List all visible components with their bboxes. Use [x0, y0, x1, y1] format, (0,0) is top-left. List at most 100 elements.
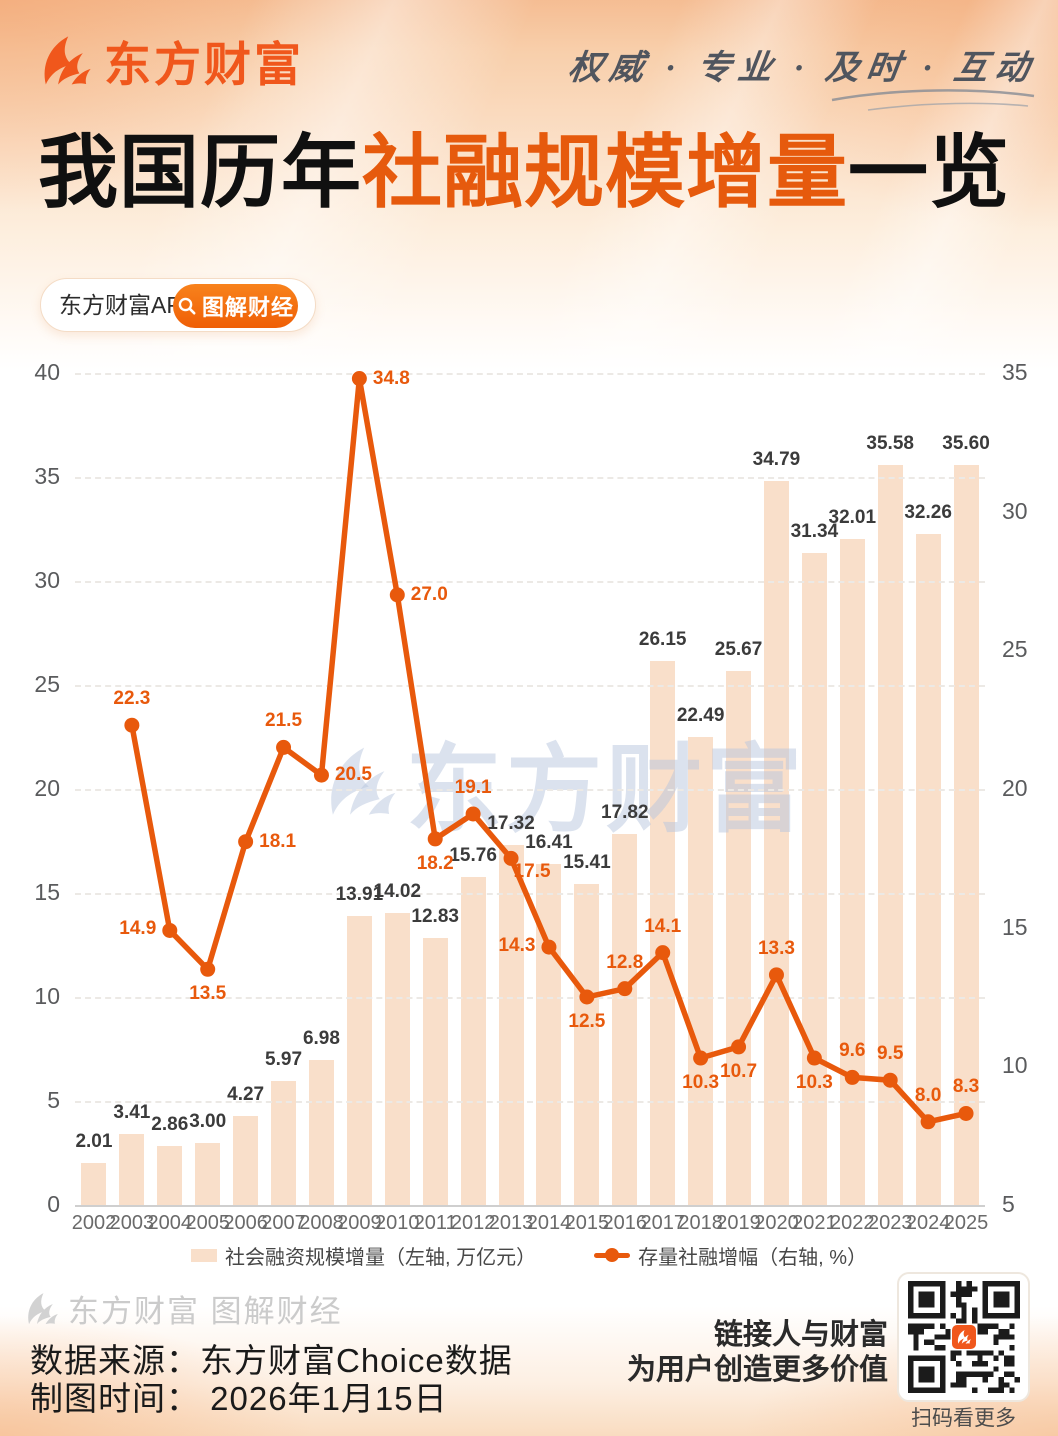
bar-2015 — [574, 884, 600, 1205]
line-value-label: 13.5 — [189, 983, 227, 1005]
x-axis-label: 2009 — [337, 1212, 382, 1234]
x-axis-label: 2012 — [450, 1212, 496, 1234]
bar-2010 — [384, 913, 410, 1205]
bar-2002 — [81, 1163, 107, 1205]
bar-series-label: 社会融资规模增量（左轴, 万亿元） — [224, 1246, 537, 1269]
grid-line — [75, 789, 985, 791]
line-value-label: 14.1 — [644, 915, 682, 937]
right-axis-tick: 25 — [1002, 636, 1028, 663]
footer-tagline: 链接人与财富 为用户创造更多价值 — [627, 1318, 888, 1389]
line-value-label: 10.3 — [795, 1072, 833, 1093]
bar-value-label: 17.82 — [601, 802, 649, 824]
right-axis-tick: 5 — [1002, 1191, 1015, 1217]
x-axis-label: 2006 — [223, 1212, 268, 1234]
qr-code — [897, 1272, 1030, 1402]
line-value-label: 22.3 — [113, 688, 151, 710]
qr-center-logo — [951, 1325, 976, 1349]
bar-value-label: 4.27 — [227, 1084, 265, 1106]
line-value-label: 34.8 — [372, 367, 410, 389]
x-axis-label: 2020 — [754, 1212, 799, 1234]
footer-watermark: 东方财富 图解财经 — [24, 1286, 343, 1331]
x-axis-label: 2011 — [413, 1212, 457, 1234]
grid-line — [75, 373, 985, 375]
line-value-label: 10.7 — [720, 1060, 758, 1082]
bar-value-label: 6.98 — [302, 1027, 340, 1049]
line-value-label: 9.6 — [839, 1040, 866, 1062]
left-axis-tick: 10 — [34, 983, 60, 1009]
line-value-label: 8.3 — [952, 1076, 980, 1098]
bar-value-label: 32.01 — [828, 507, 877, 529]
right-axis-tick: 30 — [1002, 497, 1028, 524]
left-axis-tick: 30 — [34, 567, 60, 593]
bar-value-label: 12.83 — [411, 906, 459, 928]
left-axis-tick: 15 — [34, 879, 60, 905]
x-axis-label: 2013 — [488, 1212, 534, 1234]
legend-item-line: 存量社融增幅（右轴, %） — [594, 1241, 867, 1270]
tagline-line1: 链接人与财富 — [713, 1319, 888, 1351]
x-axis-label: 2014 — [526, 1212, 572, 1234]
grid-line — [75, 685, 985, 687]
line-value-label: 21.5 — [265, 710, 303, 732]
line-value-label: 17.5 — [513, 861, 551, 883]
x-axis-label: 2015 — [564, 1212, 610, 1234]
title-highlight: 社融规模增量 — [362, 128, 848, 217]
search-button-label: 图解财经 — [201, 295, 294, 320]
grid-line — [75, 893, 985, 895]
chart-legend: 社会融资规模增量（左轴, 万亿元） 存量社融增幅（右轴, %） — [0, 1238, 1058, 1272]
grid-line — [75, 581, 985, 583]
qr-caption: 扫码看更多 — [911, 1407, 1016, 1430]
left-axis-tick: 35 — [34, 463, 60, 489]
tagline-line2: 为用户创造更多价值 — [626, 1354, 888, 1387]
brand-name: 东方财富 — [104, 38, 304, 91]
bar-value-label: 32.26 — [904, 501, 952, 523]
x-axis-label: 2003 — [109, 1212, 155, 1234]
x-axis-label: 2017 — [640, 1212, 685, 1234]
x-axis-label: 2021 — [792, 1212, 837, 1234]
footer-watermark-text: 东方财富 图解财经 — [68, 1294, 343, 1329]
bar-2004 — [157, 1145, 183, 1205]
line-value-label: 14.3 — [498, 935, 536, 957]
line-value-label: 19.1 — [454, 776, 492, 798]
bar-2022 — [839, 539, 865, 1205]
app-promo-pill: 东方财富APP 图解财经 — [40, 278, 316, 332]
left-axis-tick: 5 — [47, 1087, 60, 1113]
bar-2018 — [688, 737, 714, 1205]
x-axis-label: 2019 — [716, 1212, 761, 1234]
x-axis-label: 2008 — [299, 1212, 344, 1234]
right-axis-tick: 35 — [1002, 359, 1028, 385]
bar-2011 — [422, 938, 448, 1205]
bar-2003 — [119, 1134, 145, 1205]
bar-value-label: 14.02 — [373, 881, 422, 903]
grid-line — [75, 477, 985, 479]
bar-2021 — [801, 553, 827, 1205]
search-icon — [178, 297, 196, 315]
line-value-label: 20.5 — [334, 764, 372, 786]
line-point — [427, 831, 443, 847]
footer-swoosh-icon — [24, 1291, 60, 1327]
right-axis-tick: 15 — [1002, 913, 1028, 940]
bar-2009 — [346, 915, 372, 1205]
bar-2013 — [498, 844, 524, 1205]
x-axis-label: 2010 — [375, 1212, 420, 1234]
line-value-label: 9.5 — [876, 1043, 904, 1065]
line-series-label: 存量社融增幅（右轴, %） — [638, 1246, 868, 1269]
bar-value-label: 2.01 — [75, 1131, 113, 1153]
bar-2005 — [195, 1142, 221, 1205]
left-axis-tick: 0 — [47, 1191, 60, 1217]
x-axis-label: 2024 — [905, 1212, 951, 1234]
line-value-label: 14.9 — [119, 918, 157, 940]
left-axis-tick: 40 — [34, 359, 60, 385]
right-axis-tick: 10 — [1002, 1052, 1028, 1079]
line-value-label: 27.0 — [410, 583, 448, 605]
x-axis-label: 2005 — [185, 1212, 230, 1234]
search-button[interactable]: 图解财经 — [173, 284, 298, 328]
brand-logo: 东方财富 — [38, 26, 304, 95]
footer-background — [0, 1306, 1058, 1436]
line-value-label: 18.2 — [416, 852, 454, 874]
bar-value-label: 34.79 — [752, 449, 801, 471]
line-point — [200, 961, 216, 977]
bar-2014 — [536, 863, 562, 1205]
line-point — [124, 717, 140, 733]
